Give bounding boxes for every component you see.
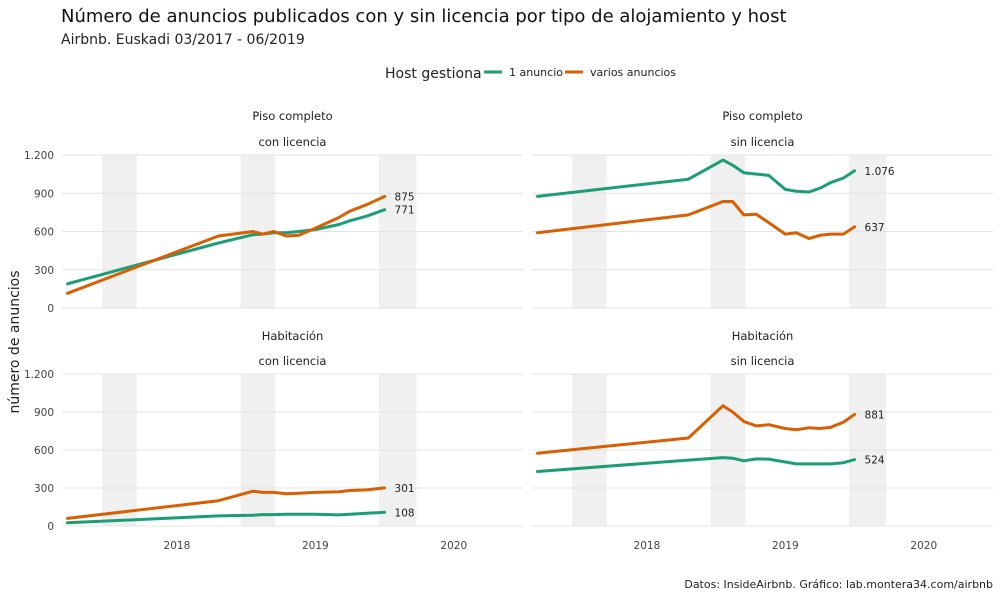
end-value-label: 637 xyxy=(865,222,885,234)
y-axis-label: número de anuncios xyxy=(7,270,23,413)
y-tick-label: 0 xyxy=(47,303,54,315)
end-value-label: 771 xyxy=(395,205,415,217)
end-value-label: 881 xyxy=(865,409,885,421)
series-line-varios-anuncios xyxy=(66,486,387,520)
facet-strip-title: Habitación xyxy=(262,329,324,343)
end-value-label: 1.076 xyxy=(865,166,895,178)
y-tick-label: 900 xyxy=(34,407,54,419)
facet-panel: Piso completo sin licencia 1.076 637 xyxy=(532,109,993,309)
y-tick-label: 300 xyxy=(34,265,54,277)
chart-subtitle: Airbnb. Euskadi 03/2017 - 06/2019 xyxy=(61,32,305,48)
x-tick-label: 2018 xyxy=(634,540,661,552)
facet-strip-subtitle: con licencia xyxy=(259,354,327,368)
end-value-label: 108 xyxy=(395,507,415,519)
legend: Host gestiona 1 anuncio varios anuncios xyxy=(385,66,676,82)
y-tick-label: 1.200 xyxy=(24,150,54,162)
facet-panel: Piso completo con licencia 0 300 600 900 1.200… xyxy=(24,109,523,315)
legend-title: Host gestiona xyxy=(385,66,482,82)
facet-strip-title: Piso completo xyxy=(722,109,802,123)
chart-caption: Datos: InsideAirbnb. Gráfico: lab.monter… xyxy=(684,578,993,591)
facet-strip-subtitle: sin licencia xyxy=(731,354,795,368)
series-line-1-anuncio xyxy=(536,158,857,198)
x-tick-label: 2019 xyxy=(772,540,799,552)
end-value-label: 301 xyxy=(395,483,415,495)
facet-strip-subtitle: con licencia xyxy=(259,135,327,149)
y-tick-label: 1.200 xyxy=(24,369,54,381)
chart-title: Número de anuncios publicados con y sin … xyxy=(61,6,787,27)
end-value-label: 524 xyxy=(865,455,885,467)
series-line-varios-anuncios xyxy=(536,404,857,455)
legend-label-1-anuncio: 1 anuncio xyxy=(509,66,563,79)
x-tick-label: 2018 xyxy=(164,540,191,552)
series-line-1-anuncio xyxy=(66,510,387,525)
facet-strip-title: Habitación xyxy=(732,329,794,343)
x-tick-label: 2020 xyxy=(440,540,467,552)
facet-strip-title: Piso completo xyxy=(252,109,332,123)
x-tick-label: 2019 xyxy=(302,540,329,552)
facet-panel: Habitación sin licencia 2018 2019 2020 881 524 xyxy=(532,329,993,552)
facet-panels: Piso completo con licencia 0 300 600 900 1.200… xyxy=(24,109,993,552)
y-tick-label: 600 xyxy=(34,227,54,239)
y-tick-label: 600 xyxy=(34,445,54,457)
y-tick-label: 900 xyxy=(34,188,54,200)
series-line-1-anuncio xyxy=(536,456,857,473)
facet-panel: Habitación con licencia 0 300 600 900 1.200 201… xyxy=(24,329,523,552)
legend-label-varios-anuncios: varios anuncios xyxy=(590,66,676,79)
facet-strip-subtitle: sin licencia xyxy=(731,135,795,149)
end-value-label: 875 xyxy=(395,191,415,203)
y-tick-label: 0 xyxy=(47,521,54,533)
series-line-varios-anuncios xyxy=(536,200,857,240)
y-tick-label: 300 xyxy=(34,483,54,495)
series-line-varios-anuncios xyxy=(66,194,387,295)
x-tick-label: 2020 xyxy=(910,540,937,552)
series-line-1-anuncio xyxy=(66,208,387,286)
